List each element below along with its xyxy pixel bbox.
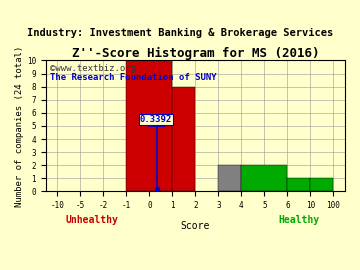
X-axis label: Score: Score <box>181 221 210 231</box>
Bar <box>172 87 195 191</box>
Bar <box>242 165 287 191</box>
Text: Industry: Investment Banking & Brokerage Services: Industry: Investment Banking & Brokerage… <box>27 28 333 38</box>
Text: ©www.textbiz.org: ©www.textbiz.org <box>50 64 136 73</box>
Bar <box>310 178 333 191</box>
Bar <box>287 178 310 191</box>
Text: 0.3392: 0.3392 <box>140 115 172 124</box>
Text: Healthy: Healthy <box>278 215 320 225</box>
Title: Z''-Score Histogram for MS (2016): Z''-Score Histogram for MS (2016) <box>72 48 319 60</box>
Bar <box>219 165 242 191</box>
Y-axis label: Number of companies (24 total): Number of companies (24 total) <box>15 45 24 207</box>
Text: Unhealthy: Unhealthy <box>66 215 118 225</box>
Text: The Research Foundation of SUNY: The Research Foundation of SUNY <box>50 73 217 82</box>
Bar <box>126 60 172 191</box>
